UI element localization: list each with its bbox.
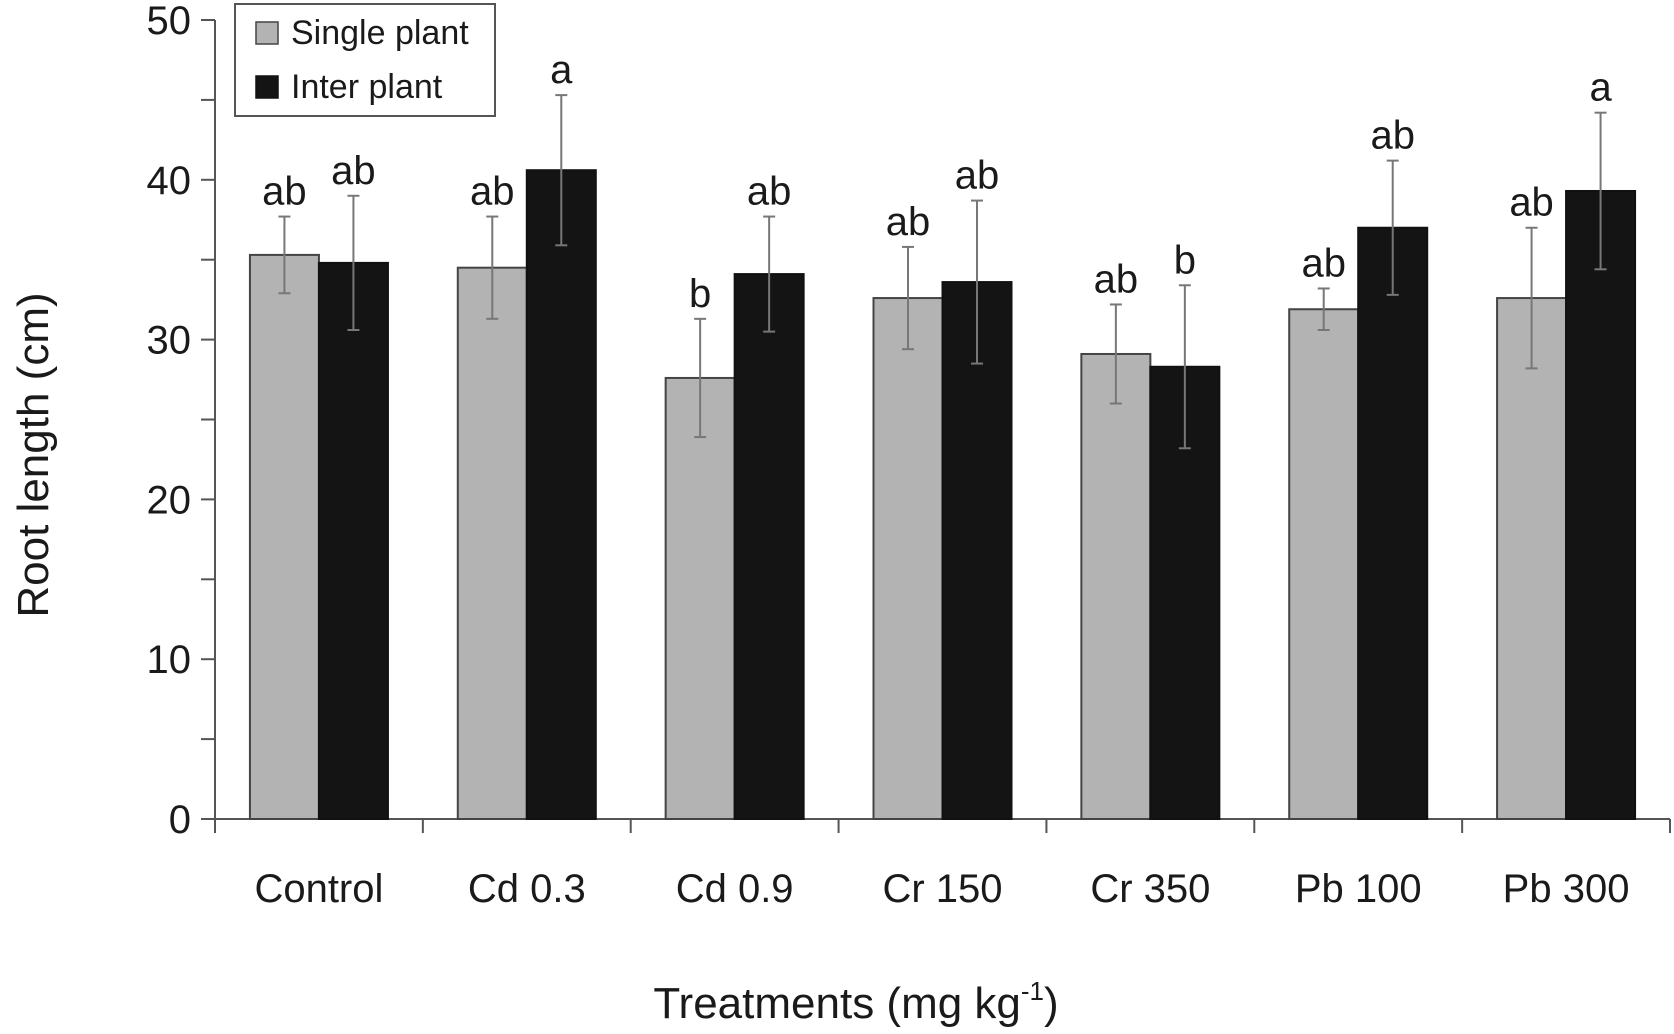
y-tick-label-20: 20: [147, 478, 192, 522]
legend: Single plant Inter plant: [234, 3, 496, 117]
legend-swatch-single-plant: [255, 21, 279, 45]
x-tick-label-cr-350: Cr 350: [1090, 867, 1210, 911]
x-axis-title-end: ): [1044, 979, 1059, 1028]
y-tick-label-0: 0: [169, 798, 191, 842]
x-tick-label-pb-100: Pb 100: [1295, 867, 1422, 911]
significance-label-single-plant-cd-0-3: ab: [470, 170, 515, 214]
bar-inter-plant-control: [317, 261, 389, 820]
significance-label-single-plant-cd-0-9: b: [689, 272, 711, 316]
significance-label-inter-plant-cr-350: b: [1174, 238, 1196, 282]
bar-inter-plant-pb-300: [1565, 189, 1637, 820]
significance-label-single-plant-cr-150: ab: [886, 200, 931, 244]
x-tick-label-cd-0-9: Cd 0.9: [676, 867, 794, 911]
significance-label-inter-plant-pb-100: ab: [1370, 114, 1415, 158]
significance-label-single-plant-cr-350: ab: [1094, 257, 1139, 301]
y-tick-label-40: 40: [147, 159, 192, 203]
bar-single-plant-cd-0-3: [456, 266, 528, 820]
x-axis-title-superscript: -1: [1021, 976, 1044, 1006]
bar-single-plant-control: [248, 253, 320, 820]
significance-label-single-plant-control: ab: [262, 170, 307, 214]
bar-inter-plant-pb-100: [1357, 226, 1429, 821]
x-tick-label-cd-0-3: Cd 0.3: [468, 867, 586, 911]
x-tick-label-pb-300: Pb 300: [1503, 867, 1630, 911]
y-tick-label-50: 50: [147, 0, 192, 43]
legend-label-single-plant: Single plant: [291, 14, 469, 52]
bar-single-plant-pb-100: [1288, 308, 1360, 820]
significance-label-single-plant-pb-100: ab: [1301, 241, 1346, 285]
significance-label-inter-plant-control: ab: [331, 149, 376, 193]
y-axis-title: Root length (cm): [9, 292, 58, 617]
legend-label-inter-plant: Inter plant: [291, 68, 443, 106]
significance-label-inter-plant-cd-0-3: a: [550, 48, 573, 92]
x-tick-label-control: Control: [254, 867, 383, 911]
x-axis-title-main: Treatments (mg kg: [653, 979, 1021, 1028]
bar-single-plant-cr-150: [872, 297, 944, 820]
x-tick-label-cr-150: Cr 150: [882, 867, 1002, 911]
y-tick-label-10: 10: [147, 638, 192, 682]
bar-inter-plant-cd-0-9: [733, 273, 805, 821]
legend-swatch-inter-plant: [255, 75, 279, 99]
bar-single-plant-pb-300: [1496, 297, 1568, 820]
significance-label-inter-plant-pb-300: a: [1589, 66, 1612, 110]
bar-single-plant-cr-350: [1080, 352, 1152, 820]
significance-label-single-plant-pb-300: ab: [1509, 181, 1554, 225]
x-axis-title: Treatments (mg kg-1): [653, 976, 1058, 1028]
significance-label-inter-plant-cd-0-9: ab: [747, 170, 792, 214]
bar-inter-plant-cd-0-3: [525, 169, 597, 821]
y-tick-label-30: 30: [147, 319, 192, 363]
bar-single-plant-cd-0-9: [664, 376, 736, 820]
significance-label-inter-plant-cr-150: ab: [955, 154, 1000, 198]
